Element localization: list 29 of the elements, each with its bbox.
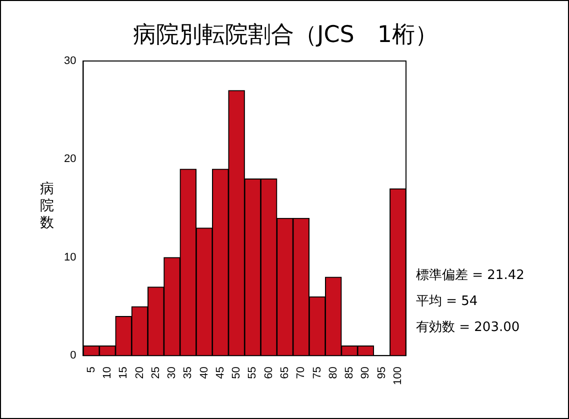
y-tick-label: 0 [70,350,76,362]
x-tick-label: 25 [150,366,162,379]
chart-title: 病院別転院割合（JCS 1桁） [132,21,440,50]
x-tick-label: 70 [295,366,308,379]
x-tick-label: 85 [344,366,356,379]
x-tick-label: 100 [392,366,404,386]
text: 有効数 = 203.00 [416,319,521,337]
y-tick-label: 30 [64,55,76,68]
x-tick-label: 45 [214,366,226,379]
x-tick-label: 60 [262,366,275,379]
x-tick-label: 90 [360,366,372,379]
x-tick-label: 40 [198,366,210,379]
x-tick-label: 75 [311,366,324,379]
x-tick-label: 65 [278,366,291,379]
x-tick-label: 10 [101,366,114,379]
x-tick-label: 35 [182,366,194,379]
text: 標準偏差 = 21.42 [416,267,524,285]
y-tick-label: 20 [64,153,76,166]
x-tick-label: 50 [230,366,243,379]
x-tick-label: 55 [246,366,259,379]
x-tick-label: 80 [327,366,340,379]
x-tick-label: 95 [376,366,388,379]
x-tick-label: 20 [134,366,146,379]
y-tick-label: 10 [64,251,76,264]
y-axis-title: 病院数 [39,181,55,232]
x-tick-label: 5 [85,366,98,373]
x-tick-label: 15 [118,366,130,379]
text: 平均 = 54 [416,293,479,311]
x-tick-label: 30 [166,366,178,379]
